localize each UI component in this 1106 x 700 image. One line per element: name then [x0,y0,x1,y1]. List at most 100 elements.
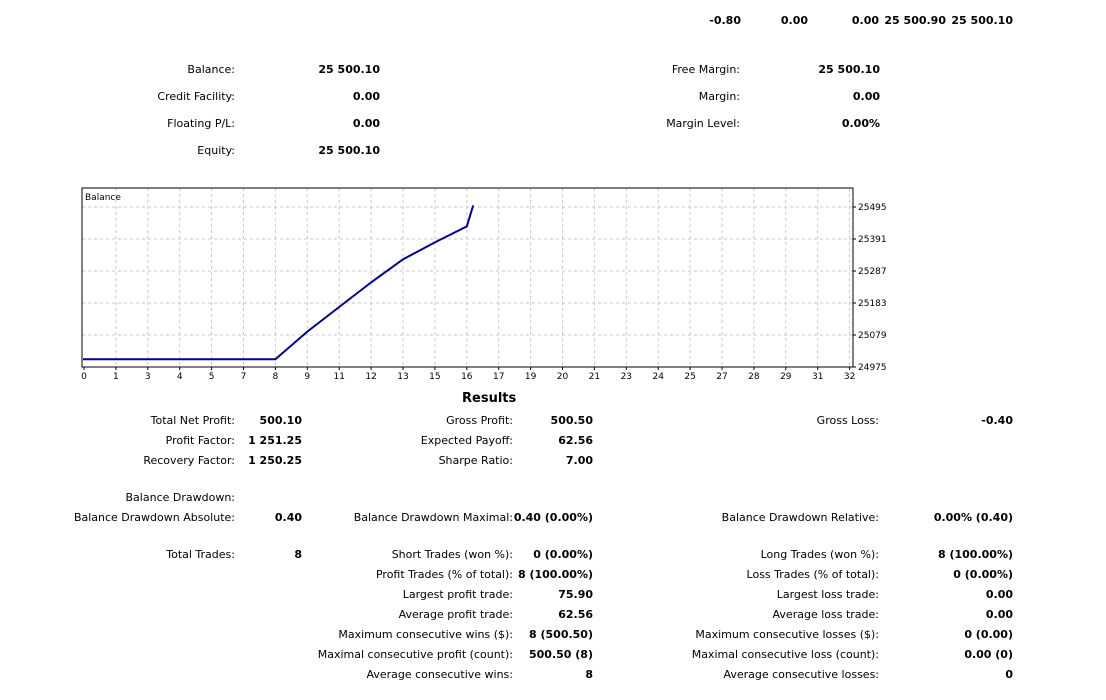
balance-line [83,205,475,361]
gross-profit-value: 500.50 [550,414,593,427]
margin-level-label: Margin Level: [666,117,740,130]
trades-right-label: Long Trades (won %): [760,548,879,561]
drawdown-maximal-label: Balance Drawdown Maximal: [353,511,513,524]
x-tick-label: 29 [780,372,792,382]
y-tick-label: 25495 [858,203,887,213]
balance-label: Balance: [187,63,235,76]
top-value-3: 0.00 [851,14,879,27]
top-value-1: -0.80 [709,14,741,27]
trades-mid-value: 62.56 [558,608,593,621]
floating-pl-value: 0.00 [352,117,380,130]
drawdown-absolute-label: Balance Drawdown Absolute: [73,511,235,524]
x-tick-label: 31 [812,372,823,382]
trades-right-value: 0.00 [985,608,1013,621]
drawdown-relative-value: 0.00% (0.40) [933,511,1013,524]
trades-right-value: 0 (0.00) [964,628,1013,641]
drawdown-relative-label: Balance Drawdown Relative: [721,511,879,524]
trades-mid-value: 8 [585,668,593,681]
x-tick-label: 16 [461,372,473,382]
x-tick-label: 15 [429,372,440,382]
x-tick-label: 1 [113,372,119,382]
recovery-factor-value: 1 250.25 [248,454,302,467]
trades-mid-label: Maximal consecutive profit (count): [317,648,513,661]
trades-mid-label: Average consecutive wins: [366,668,513,681]
results-title: Results [462,391,517,406]
trades-mid-value: 8 (500.50) [529,628,593,641]
x-tick-label: 24 [652,372,664,382]
expected-payoff-label: Expected Payoff: [420,434,513,447]
x-tick-label: 13 [397,372,408,382]
x-tick-label: 3 [145,372,151,382]
credit-facility-label: Credit Facility: [157,90,235,103]
drawdown-maximal-value: 0.40 (0.00%) [513,511,593,524]
x-tick-label: 28 [748,372,760,382]
chart-series [83,205,475,361]
trades-mid-label: Maximum consecutive wins ($): [338,628,513,641]
top-value-5: 25 500.10 [951,14,1013,27]
balance-value: 25 500.10 [318,63,380,76]
drawdown-absolute-value: 0.40 [274,511,302,524]
x-tick-label: 32 [844,372,855,382]
floating-pl-label: Floating P/L: [167,117,235,130]
y-tick-label: 25287 [858,267,887,277]
credit-facility-value: 0.00 [352,90,380,103]
x-tick-label: 23 [621,372,632,382]
trades-right-label: Loss Trades (% of total): [746,568,879,581]
top-value-2: 0.00 [780,14,808,27]
trades-mid-label: Profit Trades (% of total): [375,568,513,581]
trades-mid-label: Average profit trade: [398,608,513,621]
sharpe-ratio-value: 7.00 [565,454,593,467]
chart-grid [82,188,853,367]
x-tick-label: 4 [177,372,183,382]
gross-loss-value: -0.40 [981,414,1013,427]
x-tick-label: 27 [716,372,727,382]
trades-right-value: 0 (0.00%) [953,568,1013,581]
total-net-profit-label: Total Net Profit: [150,414,235,427]
x-tick-label: 5 [209,372,215,382]
margin-level-value: 0.00% [841,117,880,130]
top-value-4: 25 500.90 [884,14,946,27]
equity-label: Equity: [197,144,235,157]
free-margin-value: 25 500.10 [818,63,880,76]
recovery-factor-label: Recovery Factor: [143,454,235,467]
sharpe-ratio-label: Sharpe Ratio: [438,454,513,467]
x-tick-label: 0 [81,372,87,382]
chart-y-axis: 25495 25391 25287 25183 25079 24975 [853,203,887,373]
trades-mid-value: 0 (0.00%) [533,548,593,561]
trades-right-label: Largest loss trade: [776,588,879,601]
expected-payoff-value: 62.56 [558,434,593,447]
free-margin-label: Free Margin: [671,63,740,76]
trades-right-value: 0.00 [985,588,1013,601]
margin-label: Margin: [698,90,740,103]
trades-right-label: Maximal consecutive loss (count): [691,648,879,661]
trades-mid-value: 500.50 (8) [529,648,593,661]
x-tick-label: 25 [684,372,695,382]
y-tick-label: 24975 [858,363,887,373]
profit-factor-label: Profit Factor: [165,434,235,447]
x-tick-label: 20 [557,372,569,382]
trades-right-label: Average loss trade: [772,608,879,621]
total-trades-value: 8 [294,548,302,561]
x-tick-label: 11 [333,372,344,382]
x-tick-label: 9 [304,372,310,382]
x-tick-label: 7 [241,372,247,382]
trades-right-value: 0 [1005,668,1013,681]
chart-frame [81,187,854,368]
trades-mid-value: 8 (100.00%) [517,568,593,581]
chart-x-axis: 0 1 3 4 5 7 8 9 11 12 13 15 16 17 19 20 21 23 24 25 27 28 29 31… [81,367,855,382]
trades-right-value: 0.00 (0) [964,648,1013,661]
profit-factor-value: 1 251.25 [248,434,302,447]
margin-value: 0.00 [852,90,880,103]
total-net-profit-value: 500.10 [259,414,302,427]
gross-loss-label: Gross Loss: [816,414,879,427]
x-tick-label: 12 [365,372,376,382]
gross-profit-label: Gross Profit: [446,414,513,427]
x-tick-label: 21 [589,372,600,382]
y-tick-label: 25079 [858,331,887,341]
total-trades-label: Total Trades: [166,548,235,561]
trades-right-label: Maximum consecutive losses ($): [695,628,879,641]
equity-value: 25 500.10 [318,144,380,157]
trades-mid-value: 75.90 [558,588,593,601]
trades-right-label: Average consecutive losses: [723,668,879,681]
